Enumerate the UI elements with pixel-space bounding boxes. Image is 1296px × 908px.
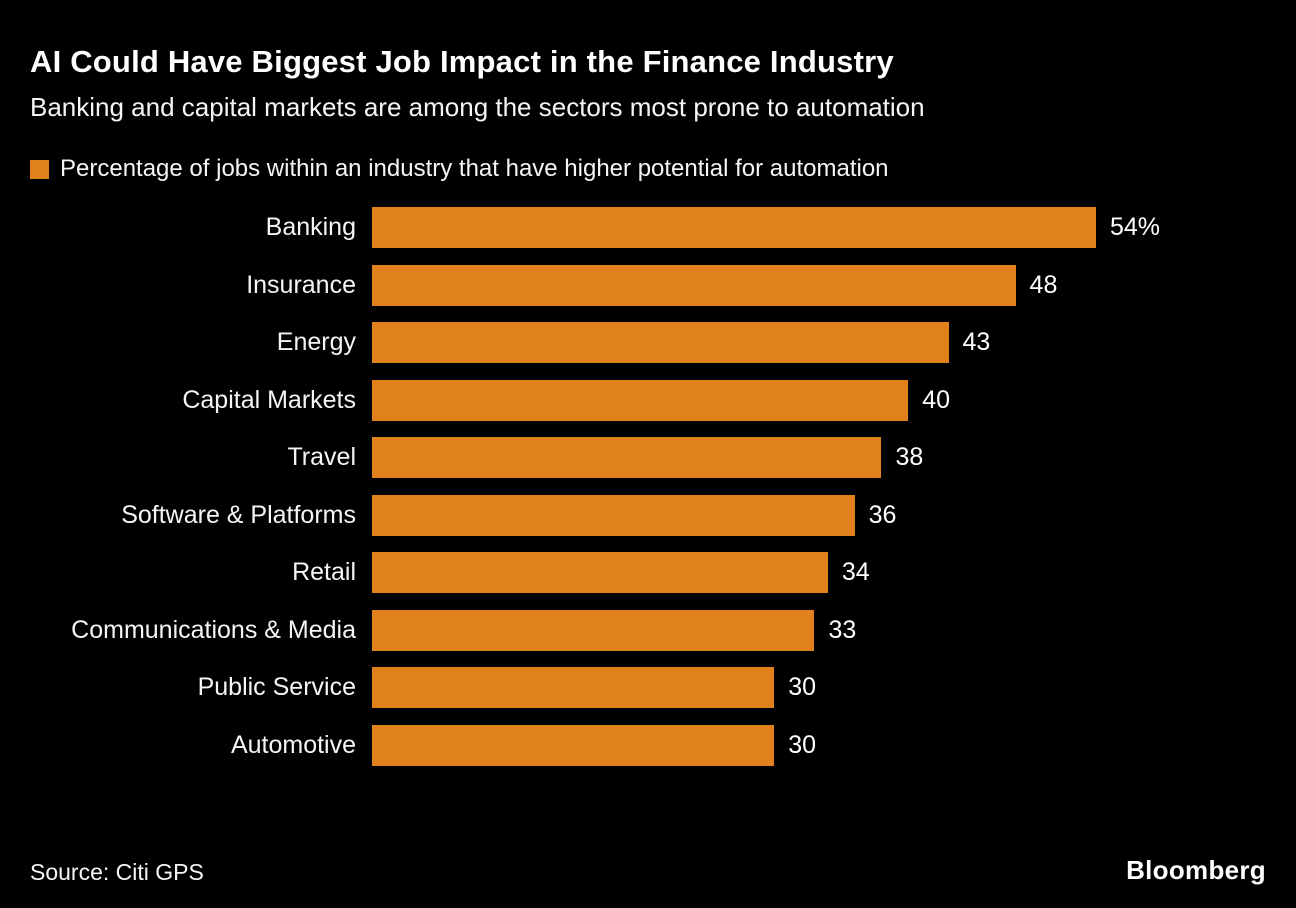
bar	[372, 724, 775, 766]
category-label: Insurance	[246, 270, 356, 299]
bar	[372, 322, 949, 364]
category-label: Energy	[276, 328, 356, 357]
bar-row: Capital Markets 40	[30, 372, 1266, 430]
bar	[372, 379, 909, 421]
category-label: Public Service	[197, 673, 356, 702]
category-label: Retail	[292, 558, 356, 587]
category-label: Software & Platforms	[121, 500, 356, 529]
bar-row: Energy 43	[30, 314, 1266, 372]
chart-footer: Source: Citi GPS Bloomberg	[30, 855, 1266, 886]
value-label: 30	[788, 673, 817, 702]
bar-row: Public Service 30	[30, 659, 1266, 717]
bar-row: Automotive 30	[30, 717, 1266, 775]
value-label: 38	[895, 443, 924, 472]
bar	[372, 207, 1096, 249]
page-title: AI Could Have Biggest Job Impact in the …	[30, 44, 894, 79]
chart-header: AI Could Have Biggest Job Impact in the …	[0, 0, 1296, 183]
legend-swatch-icon	[30, 159, 49, 179]
bar-track: 43	[372, 322, 1266, 364]
source-label: Source: Citi GPS	[30, 859, 204, 885]
bar-chart: Banking 54% Insurance 48 Energy 43 Capital Mar…	[0, 199, 1296, 774]
bar-row: Insurance 48	[30, 257, 1266, 315]
bar-row: Travel 38	[30, 429, 1266, 487]
bar	[372, 437, 882, 479]
legend: Percentage of jobs within an industry th…	[30, 155, 1266, 183]
bar-track: 30	[372, 667, 1266, 709]
bar-track: 36	[372, 494, 1266, 536]
value-label: 36	[868, 500, 897, 529]
bar-track: 38	[372, 437, 1266, 479]
value-label: 33	[828, 615, 857, 644]
value-label: 40	[922, 385, 951, 414]
category-label: Travel	[287, 443, 356, 472]
value-label: 54%	[1110, 213, 1161, 242]
category-label: Automotive	[230, 730, 356, 759]
bar-track: 40	[372, 379, 1266, 421]
bar	[372, 609, 815, 651]
bar-track: 48	[372, 264, 1266, 306]
bar	[372, 667, 775, 709]
value-label: 48	[1029, 270, 1058, 299]
value-label: 30	[788, 730, 817, 759]
legend-label: Percentage of jobs within an industry th…	[60, 155, 889, 182]
value-label: 43	[962, 328, 991, 357]
category-label: Communications & Media	[71, 615, 356, 644]
bar-track: 33	[372, 609, 1266, 651]
bar-track: 34	[372, 552, 1266, 594]
bar-row: Software & Platforms 36	[30, 487, 1266, 545]
value-label: 34	[841, 558, 870, 587]
bar-track: 54%	[372, 207, 1266, 249]
page-subtitle: Banking and capital markets are among th…	[30, 92, 925, 122]
bar-row: Communications & Media 33	[30, 602, 1266, 660]
bar-track: 30	[372, 724, 1266, 766]
bar	[372, 552, 828, 594]
bar-row: Banking 54%	[30, 199, 1266, 257]
category-label: Capital Markets	[182, 385, 356, 414]
category-label: Banking	[265, 213, 356, 242]
bloomberg-logo: Bloomberg	[1126, 855, 1266, 885]
bar-row: Retail 34	[30, 544, 1266, 602]
bar	[372, 494, 855, 536]
bar	[372, 264, 1016, 306]
